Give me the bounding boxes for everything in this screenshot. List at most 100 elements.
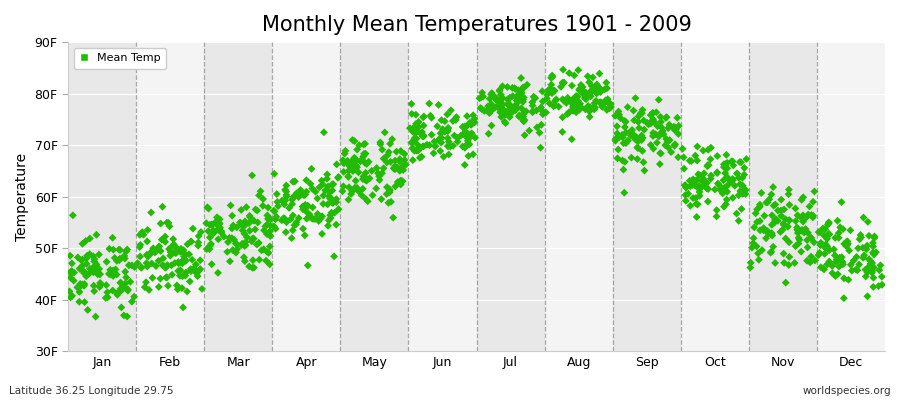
Point	[832, 254, 847, 261]
Point	[516, 114, 530, 120]
Point	[720, 188, 734, 195]
Point	[269, 214, 284, 220]
Point	[806, 198, 820, 205]
Point	[716, 161, 731, 168]
Point	[65, 268, 79, 274]
Point	[346, 168, 360, 174]
Point	[140, 227, 155, 233]
Point	[661, 139, 675, 145]
Point	[833, 224, 848, 230]
Point	[563, 99, 578, 105]
Point	[229, 249, 243, 256]
Point	[710, 170, 724, 176]
Point	[184, 238, 198, 245]
Point	[278, 187, 293, 193]
Point	[243, 214, 257, 220]
Point	[159, 219, 174, 226]
Point	[76, 268, 91, 275]
Point	[73, 265, 87, 271]
Point	[166, 236, 180, 242]
Point	[440, 111, 454, 118]
Point	[502, 107, 517, 113]
Point	[534, 144, 548, 151]
Point	[625, 154, 639, 161]
Point	[374, 170, 389, 176]
Point	[188, 269, 202, 276]
Point	[800, 258, 814, 264]
Bar	[544, 42, 613, 351]
Point	[186, 266, 201, 272]
Point	[649, 131, 663, 138]
Point	[133, 253, 148, 260]
Point	[285, 227, 300, 234]
Point	[392, 168, 407, 174]
Point	[582, 114, 597, 120]
Point	[699, 185, 714, 192]
Point	[238, 230, 252, 237]
Point	[859, 273, 873, 280]
Point	[200, 246, 214, 252]
Point	[679, 184, 693, 191]
Point	[416, 114, 430, 120]
Point	[163, 252, 177, 259]
Point	[608, 112, 622, 119]
Point	[406, 129, 420, 135]
Point	[148, 263, 163, 269]
Point	[388, 183, 402, 190]
Point	[433, 135, 447, 141]
Point	[822, 246, 836, 253]
Point	[872, 267, 886, 273]
Point	[489, 96, 503, 102]
Point	[814, 240, 828, 246]
Point	[804, 254, 818, 260]
Point	[818, 241, 832, 248]
Point	[689, 200, 704, 207]
Point	[93, 271, 107, 277]
Point	[808, 257, 823, 264]
Point	[362, 158, 376, 165]
Point	[774, 212, 788, 219]
Point	[315, 231, 329, 237]
Point	[393, 181, 408, 188]
Point	[844, 268, 859, 274]
Point	[795, 197, 809, 203]
Point	[635, 107, 650, 113]
Point	[156, 255, 170, 262]
Point	[136, 232, 150, 238]
Point	[78, 238, 93, 244]
Point	[151, 284, 166, 290]
Point	[140, 254, 155, 260]
Point	[383, 159, 398, 165]
Point	[223, 202, 238, 209]
Point	[436, 128, 450, 134]
Point	[408, 135, 422, 142]
Point	[340, 158, 355, 164]
Point	[612, 134, 626, 140]
Point	[590, 86, 604, 92]
Point	[548, 102, 562, 108]
Point	[323, 196, 338, 202]
Point	[610, 130, 625, 137]
Point	[336, 157, 350, 164]
Point	[135, 229, 149, 235]
Point	[344, 191, 358, 197]
Point	[837, 295, 851, 301]
Point	[701, 162, 716, 168]
Point	[863, 261, 878, 267]
Point	[791, 240, 806, 247]
Point	[682, 158, 697, 164]
Bar	[680, 42, 749, 351]
Point	[441, 125, 455, 131]
Point	[127, 294, 141, 300]
Point	[371, 170, 385, 176]
Point	[431, 102, 446, 108]
Point	[261, 250, 275, 256]
Point	[112, 247, 127, 253]
Point	[501, 108, 516, 114]
Point	[580, 103, 595, 109]
Point	[78, 270, 93, 276]
Point	[382, 189, 397, 196]
Point	[338, 148, 353, 154]
Point	[99, 282, 113, 288]
Point	[382, 186, 397, 192]
